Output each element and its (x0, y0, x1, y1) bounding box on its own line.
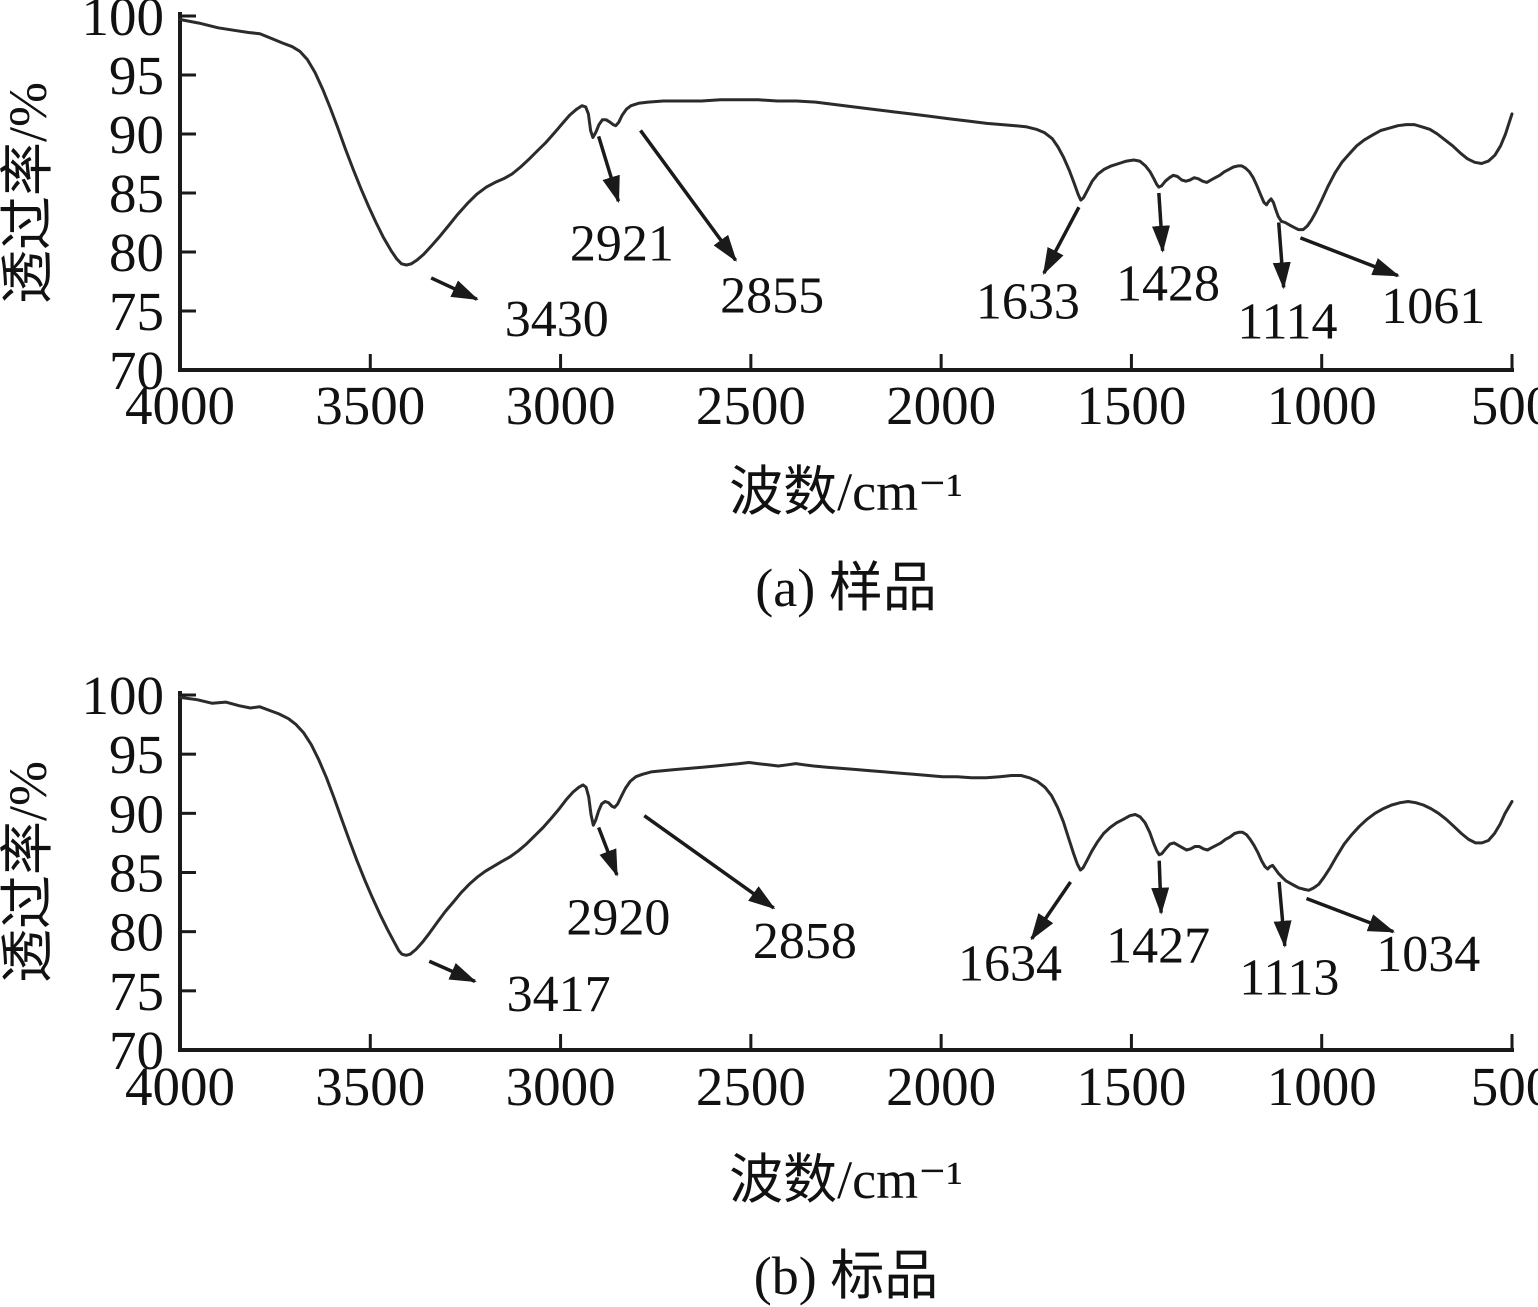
y-axis-label: 透过率/% (0, 82, 58, 304)
chart-a-caption: (a) 样品 (755, 558, 936, 618)
chart-a-spectrum: 透过率/% 波数/cm⁻¹ (a) 样品 4000 3500 3000 2500 200… (0, 0, 1538, 618)
y-tick-label: 95 (109, 45, 164, 106)
x-tick-label: 3000 (506, 1056, 616, 1117)
x-tick-label: 2000 (886, 1056, 996, 1117)
x-axis-label: 波数/cm⁻¹ (729, 462, 963, 522)
annotation-label: 1034 (1376, 926, 1480, 983)
y-tick-label: 95 (109, 724, 164, 785)
chart-b-caption: (b) 标品 (754, 1246, 938, 1306)
annotation-label: 1113 (1239, 950, 1339, 1007)
annotation-label: 1061 (1381, 278, 1485, 335)
annotation-arrow (430, 276, 479, 301)
annotation-arrow (639, 129, 738, 262)
annotation-label: 2920 (566, 889, 670, 946)
annotation-label: 1114 (1237, 293, 1337, 350)
x-tick-label: 2000 (886, 375, 996, 436)
y-tick-label: 80 (109, 222, 164, 283)
y-tick-label: 100 (82, 665, 165, 726)
annotation-arrow (1299, 236, 1400, 278)
annotation-arrow (1030, 880, 1072, 941)
y-tick-label: 100 (82, 0, 165, 47)
annotation-label: 1634 (958, 935, 1062, 992)
x-tick-label: 1000 (1267, 1056, 1377, 1117)
x-tick-label: 1500 (1076, 375, 1186, 436)
annotation-label: 3417 (507, 966, 611, 1023)
chart-b-spectrum: 透过率/% 波数/cm⁻¹ (b) 标品 4000 3500 3000 2500 200… (0, 665, 1538, 1306)
annotation-arrow (1151, 860, 1170, 915)
x-tick-label: 1000 (1267, 375, 1377, 436)
x-tick-label: 500 (1471, 375, 1538, 436)
y-tick-label: 70 (109, 340, 164, 401)
annotation-arrow (1305, 896, 1396, 934)
x-tick-label: 3000 (506, 375, 616, 436)
annotation-arrow (596, 826, 619, 877)
x-tick-label: 4000 (125, 1056, 235, 1117)
y-tick-label: 90 (109, 783, 164, 844)
spectrum-curve (178, 18, 1514, 267)
annotation-arrow (1152, 192, 1170, 253)
x-tick-label: 2500 (696, 1056, 806, 1117)
x-tick-label: 4000 (125, 375, 235, 436)
y-tick-label: 75 (109, 281, 164, 342)
annotation-label: 2921 (570, 216, 674, 273)
annotation-arrow (643, 814, 776, 910)
spectrum-curve (178, 695, 1514, 957)
annotation-label: 1428 (1116, 256, 1220, 313)
y-tick-label: 70 (109, 1020, 164, 1081)
annotation-label: 2855 (720, 267, 824, 324)
annotation-arrow (1273, 881, 1292, 948)
annotation-arrow (428, 959, 477, 983)
y-tick-label: 75 (109, 961, 164, 1022)
annotation-arrow (596, 135, 621, 204)
x-tick-label: 500 (1471, 1056, 1538, 1117)
y-tick-label: 90 (109, 104, 164, 165)
y-tick-label: 80 (109, 902, 164, 963)
y-tick-label: 85 (109, 843, 164, 904)
annotation-label: 2858 (753, 913, 857, 970)
annotation-arrow (1272, 222, 1291, 290)
annotation-arrow (1042, 206, 1081, 276)
annotation-label: 3430 (505, 291, 609, 348)
annotation-label: 1633 (976, 273, 1080, 330)
y-tick-label: 85 (109, 163, 164, 224)
x-axis-label: 波数/cm⁻¹ (729, 1150, 963, 1210)
x-tick-label: 3500 (315, 1056, 425, 1117)
x-tick-label: 2500 (696, 375, 806, 436)
annotation-label: 1427 (1106, 918, 1210, 975)
x-tick-label: 3500 (315, 375, 425, 436)
y-axis-label: 透过率/% (0, 761, 58, 983)
x-tick-label: 1500 (1076, 1056, 1186, 1117)
